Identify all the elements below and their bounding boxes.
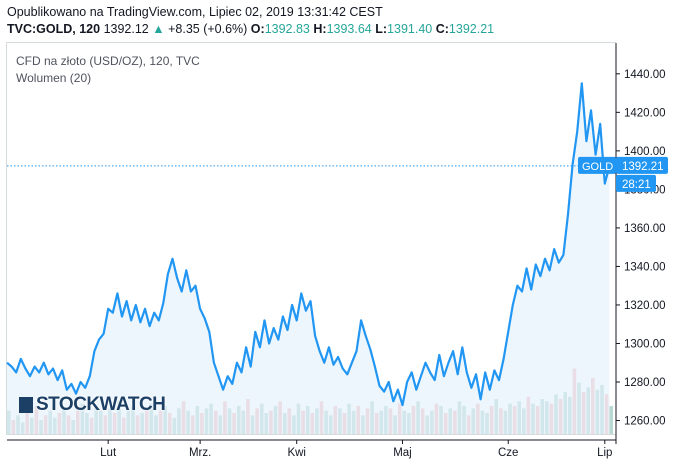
- open-value: 1392.83: [264, 22, 310, 36]
- x-tick-label: Kwi: [287, 447, 306, 459]
- stockwatch-logo: STOCKWATCH: [19, 394, 166, 416]
- y-tick-label: 1420.00: [624, 107, 666, 119]
- open-label: O:: [250, 22, 265, 36]
- x-tick-label: Mrz.: [189, 447, 211, 459]
- symbol-line: TVC:GOLD, 120 1392.12 ▲ +8.35 (+0.6%) O:…: [7, 21, 494, 38]
- volume-legend[interactable]: Wolumen (20): [16, 71, 92, 85]
- close-label: C:: [435, 22, 449, 36]
- y-axis[interactable]: 1260.00 1280.00 1300.00 1320.00 1340.00 1360.…: [615, 43, 666, 444]
- low-value: 1391.40: [387, 22, 433, 36]
- symbol-name: TVC:GOLD, 120: [7, 22, 101, 36]
- price-area: [7, 83, 610, 435]
- gold-label: GOLD: [582, 161, 613, 173]
- plot-area[interactable]: [6, 42, 616, 435]
- close-value: 1392.21: [448, 22, 495, 36]
- countdown-label: 28:21: [622, 179, 651, 191]
- price-tag: GOLD 1392.21 28:21: [578, 156, 668, 192]
- y-tick-label: 1300.00: [624, 338, 666, 350]
- price-line: [6, 82, 611, 407]
- logo-mark-icon: [19, 397, 33, 413]
- published-line: Opublikowano na TradingView.com, Lipiec …: [7, 5, 383, 19]
- logo-text: STOCKWATCH: [36, 394, 166, 415]
- price-label-bg: [616, 156, 668, 174]
- low-label: L:: [375, 22, 388, 36]
- y-tick-label: 1400.00: [624, 146, 666, 158]
- last-price: 1392.12: [103, 22, 149, 36]
- x-tick-label: Lip: [597, 447, 612, 459]
- y-tick-label: 1260.00: [624, 416, 666, 428]
- series-legend[interactable]: CFD na złoto (USD/OZ), 120, TVC: [16, 54, 200, 68]
- x-tick-label: Cze: [498, 447, 518, 459]
- y-tick-label: 1320.00: [624, 300, 666, 312]
- high-label: H:: [313, 22, 327, 36]
- y-tick-label: 1360.00: [624, 223, 666, 235]
- volume-bar: [609, 406, 613, 434]
- high-value: 1393.64: [326, 22, 372, 36]
- x-axis[interactable]: Lut Mrz. Kwi Maj Cze Lip: [7, 439, 616, 459]
- y-tick-label: 1440.00: [624, 69, 666, 81]
- price-label: 1392.21: [622, 161, 664, 173]
- gold-label-bg: [578, 156, 616, 174]
- y-tick-label: 1340.00: [624, 261, 666, 273]
- x-tick-label: Maj: [393, 447, 412, 459]
- x-tick-label: Lut: [100, 447, 117, 459]
- chart-header: Opublikowano na TradingView.com, Lipiec …: [7, 4, 494, 38]
- price-change: +8.35 (+0.6%): [168, 22, 248, 36]
- countdown-bg: [616, 174, 656, 192]
- y-tick-label: 1280.00: [624, 377, 666, 389]
- up-arrow-icon: ▲: [152, 22, 165, 36]
